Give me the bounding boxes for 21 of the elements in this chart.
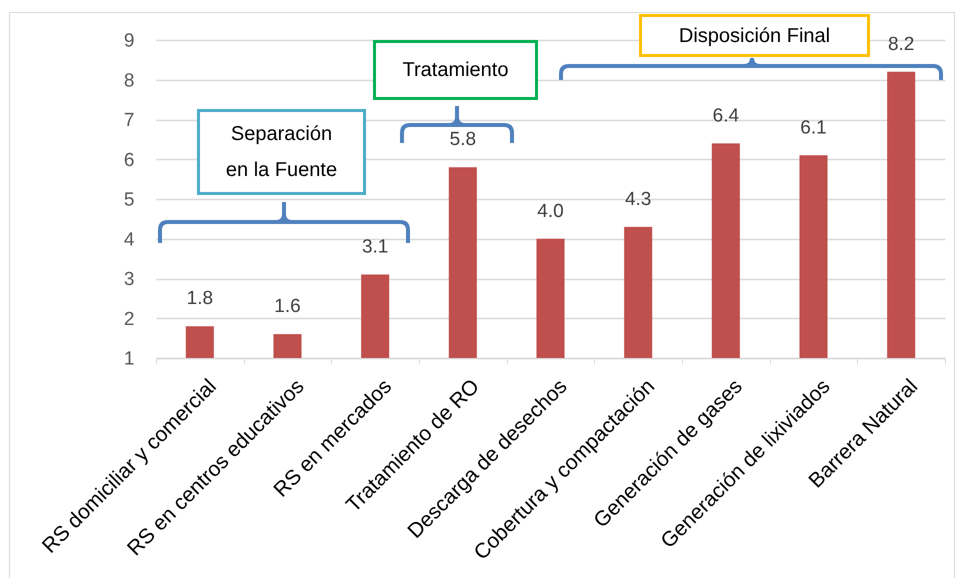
y-tick-label: 1: [124, 348, 134, 370]
y-tick-label: 8: [124, 70, 134, 92]
annotation: Disposición Final: [678, 24, 832, 48]
data-label: 4.0: [537, 200, 564, 222]
data-label: 6.4: [712, 105, 740, 126]
annotation: Tratamiento: [402, 58, 510, 83]
data-label: 5.8: [450, 129, 476, 150]
y-tick-label: 5: [124, 190, 134, 210]
annotation: Separación en la Fuente: [224, 122, 338, 183]
y-tick-label: 9: [124, 30, 134, 52]
y-tick-label: 3: [124, 269, 134, 290]
data-label: 3.1: [362, 236, 388, 258]
data-label: 6.1: [800, 117, 827, 138]
data-label: 1.6: [274, 296, 301, 318]
y-tick-label: 4: [124, 229, 135, 250]
data-label: 4.3: [624, 188, 652, 210]
data-label: 1.8: [186, 288, 214, 310]
y-tick-label: 2: [124, 308, 134, 330]
y-tick-label: 7: [124, 110, 134, 131]
data-label: 8.2: [888, 34, 914, 55]
y-tick-label: 6: [124, 150, 134, 171]
